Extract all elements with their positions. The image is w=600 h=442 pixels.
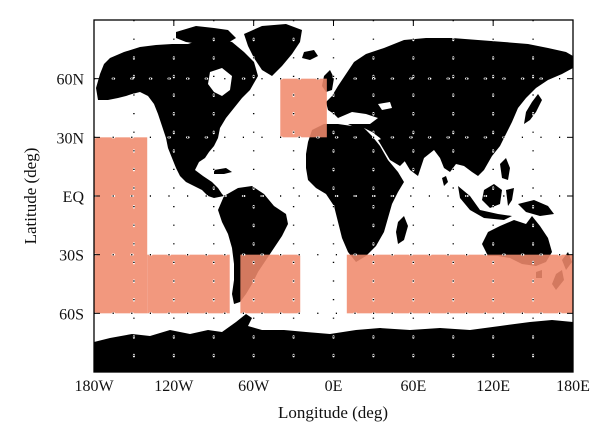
x-tick-label: 180E	[556, 378, 590, 395]
japan-islands	[524, 94, 542, 124]
axis-ticks	[93, 20, 574, 372]
landmasses	[94, 24, 573, 372]
sri-lanka	[442, 176, 448, 186]
x-tick-label: 0E	[325, 378, 343, 395]
x-tick-label: 120E	[476, 378, 510, 395]
longitude-tick-labels: 180W 120W 60W 0E 60E 120E 180E	[74, 378, 589, 395]
y-axis-title: Latitude (deg)	[21, 148, 40, 245]
y-tick-label: EQ	[63, 189, 85, 206]
borneo-island	[482, 184, 502, 208]
highlighted-regions	[94, 78, 573, 314]
sulawesi-island	[506, 188, 514, 206]
y-tick-label: 60N	[56, 72, 84, 89]
antarctica-landmass	[94, 314, 573, 372]
australia-landmass	[482, 216, 552, 266]
x-tick-label: 180W	[74, 378, 114, 395]
sumatra-java-islands	[458, 186, 512, 220]
y-tick-label: 30N	[56, 130, 84, 147]
x-tick-label: 60W	[238, 378, 270, 395]
arabian-peninsula	[378, 136, 410, 166]
y-tick-label: 30S	[59, 248, 84, 265]
x-tick-label: 60E	[400, 378, 426, 395]
highlight-region-2	[147, 254, 230, 314]
arctic-islands	[176, 26, 236, 44]
caribbean-islands	[214, 168, 232, 174]
highlight-region-5	[346, 254, 573, 314]
y-tick-label: 60S	[59, 306, 84, 323]
africa-landmass	[306, 124, 404, 262]
x-tick-label: 120W	[154, 378, 194, 395]
madagascar-landmass	[396, 216, 408, 244]
plot-area	[94, 20, 573, 372]
black-sea	[378, 102, 392, 110]
mediterranean-sea	[338, 112, 378, 124]
new-guinea-island	[518, 200, 554, 216]
highlight-region-3	[240, 254, 301, 314]
highlight-region-1	[94, 137, 148, 314]
philippines-islands	[500, 158, 510, 180]
x-axis-title: Longitude (deg)	[278, 403, 388, 422]
greenland-landmass	[244, 24, 302, 76]
latitude-tick-labels: 60N 30N EQ 30S 60S	[56, 72, 84, 324]
highlight-region-4	[280, 78, 327, 138]
iceland-landmass	[302, 50, 318, 60]
